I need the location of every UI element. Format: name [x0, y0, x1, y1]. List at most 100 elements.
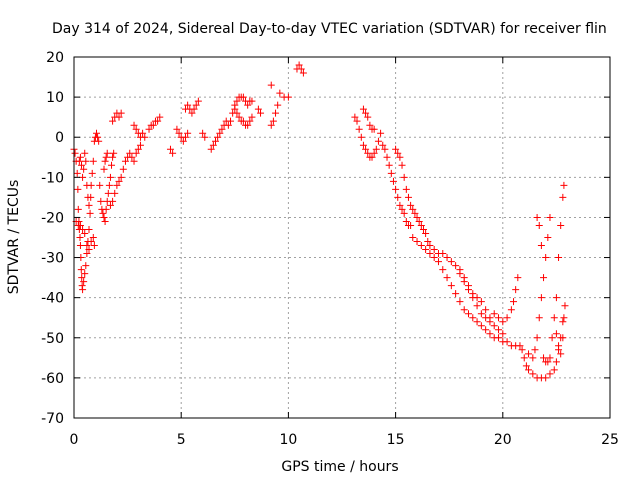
data-point [295, 61, 303, 69]
plot-frame [73, 56, 611, 419]
data-point [559, 334, 567, 342]
data-point [80, 165, 88, 173]
y-tick-label: 0 [55, 130, 64, 146]
data-point [486, 318, 494, 326]
data-point [136, 141, 144, 149]
data-point [84, 193, 92, 201]
data-point [216, 129, 224, 137]
data-point [357, 133, 365, 141]
data-point [537, 294, 545, 302]
data-point [188, 109, 196, 117]
data-point [456, 266, 464, 274]
data-point [392, 185, 400, 193]
data-point [525, 366, 533, 374]
data-point [227, 117, 235, 125]
data-point [533, 213, 541, 221]
data-point [351, 113, 359, 121]
data-point [184, 101, 192, 109]
data-point [402, 185, 410, 193]
data-point [542, 374, 550, 382]
data-point [102, 153, 110, 161]
data-point [529, 370, 537, 378]
data-point [482, 326, 490, 334]
data-point [71, 149, 79, 157]
data-point [413, 213, 421, 221]
data-point [244, 121, 252, 129]
data-point [544, 358, 552, 366]
data-point [404, 193, 412, 201]
data-point [254, 105, 262, 113]
data-point [199, 129, 207, 137]
data-point [537, 242, 545, 250]
data-point [166, 145, 174, 153]
data-point [557, 350, 565, 358]
data-point [156, 113, 164, 121]
x-tick-label: 20 [494, 432, 512, 448]
data-point [490, 322, 498, 330]
data-point [452, 262, 460, 270]
data-point [102, 205, 110, 213]
data-point [426, 250, 434, 258]
data-point [274, 101, 282, 109]
data-point [128, 153, 136, 161]
data-point [126, 149, 134, 157]
data-point [95, 137, 103, 145]
data-point [469, 294, 477, 302]
data-point [411, 209, 419, 217]
data-point [379, 141, 387, 149]
data-points [70, 61, 569, 382]
data-point [103, 149, 111, 157]
y-tick-label: -60 [41, 371, 64, 387]
x-tick-label: 0 [70, 432, 79, 448]
data-point [110, 149, 118, 157]
data-point [111, 189, 119, 197]
data-point [402, 217, 410, 225]
data-point [385, 161, 393, 169]
data-point [109, 117, 117, 125]
data-point [439, 250, 447, 258]
data-point [370, 149, 378, 157]
data-point [214, 133, 222, 141]
data-point [477, 310, 485, 318]
data-point [477, 298, 485, 306]
data-point [417, 221, 425, 229]
data-point [248, 113, 256, 121]
data-point [460, 274, 468, 282]
data-point [374, 137, 382, 145]
data-point [299, 69, 307, 77]
data-point [141, 133, 149, 141]
data-point [364, 113, 372, 121]
data-point [88, 169, 96, 177]
data-point [518, 346, 526, 354]
data-point [426, 242, 434, 250]
data-point [495, 334, 503, 342]
data-point [73, 169, 81, 177]
data-point [89, 234, 97, 241]
data-point [464, 282, 472, 290]
y-tick-label: -30 [41, 251, 64, 267]
data-point [74, 205, 82, 213]
data-point [169, 149, 177, 157]
data-point [85, 225, 93, 233]
data-point [370, 125, 378, 133]
data-point [119, 165, 127, 173]
y-axis-title: SDTVAR / TECUs [6, 180, 22, 295]
data-point [77, 266, 85, 274]
data-point [387, 169, 395, 177]
data-point [413, 238, 421, 246]
data-point [520, 354, 528, 362]
data-point [179, 137, 187, 145]
data-point [269, 117, 277, 125]
data-point [248, 97, 256, 105]
y-tick-label: -50 [41, 331, 64, 347]
data-point [552, 294, 560, 302]
data-point [96, 181, 104, 189]
data-point [80, 278, 88, 286]
data-point [389, 177, 397, 185]
chart-title: Day 314 of 2024, Sidereal Day-to-day VTE… [52, 21, 607, 37]
data-point [400, 209, 408, 217]
data-point [510, 298, 518, 306]
data-point [209, 141, 217, 149]
data-point [86, 209, 94, 217]
data-point [546, 213, 554, 221]
